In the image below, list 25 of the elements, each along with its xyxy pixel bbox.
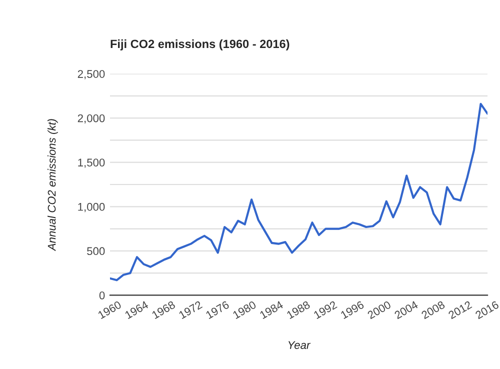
x-tick-label: 2000 bbox=[366, 300, 392, 320]
y-tick-label: 2,000 bbox=[78, 114, 105, 124]
x-tick-label: 2004 bbox=[394, 300, 419, 320]
y-tick-label: 0 bbox=[99, 291, 105, 300]
x-tick-label: 2012 bbox=[448, 300, 472, 320]
y-tick-label: 500 bbox=[87, 247, 105, 256]
x-tick-label: 1968 bbox=[152, 300, 176, 320]
x-tick-label: 1976 bbox=[205, 300, 230, 320]
y-axis-title: Annual CO2 emissions (kt) bbox=[48, 119, 58, 252]
chart-title: Fiji CO2 emissions (1960 - 2016) bbox=[110, 39, 290, 50]
x-tick-label: 1988 bbox=[286, 300, 311, 320]
y-tick-label: 1,000 bbox=[78, 202, 105, 212]
x-tick-label: 1996 bbox=[340, 300, 364, 320]
y-tick-label: 2,500 bbox=[78, 70, 105, 80]
x-axis-title: Year bbox=[288, 341, 311, 349]
x-tick-label: 2016 bbox=[474, 300, 500, 320]
x-tick-label: 2008 bbox=[420, 300, 446, 320]
x-tick-label: 1972 bbox=[178, 300, 203, 320]
y-tick-label: 1,500 bbox=[78, 158, 105, 168]
line-series bbox=[110, 102, 488, 282]
x-tick-label: 1960 bbox=[98, 300, 122, 320]
x-tick-label: 1992 bbox=[313, 300, 338, 320]
x-tick-label: 1980 bbox=[232, 300, 257, 320]
x-tick-label: 1984 bbox=[259, 300, 284, 320]
x-tick-label: 1964 bbox=[124, 300, 149, 320]
